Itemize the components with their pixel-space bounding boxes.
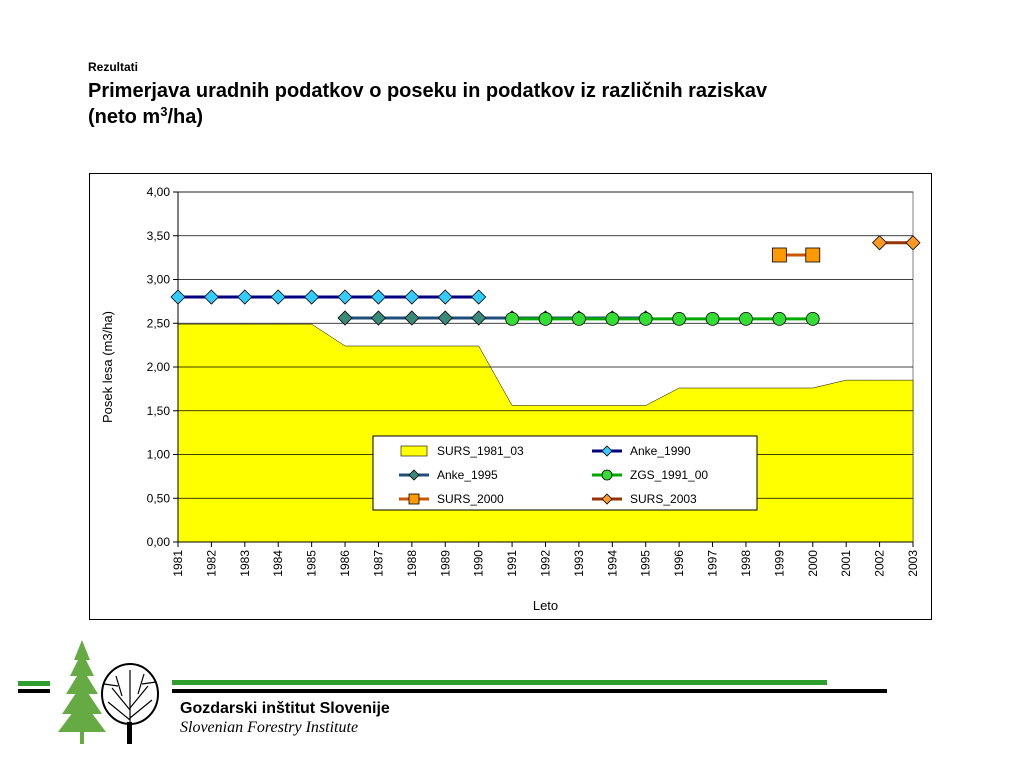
section-kicker: Rezultati — [88, 60, 139, 74]
x-tick-label: 1999 — [772, 550, 786, 577]
x-tick-label: 1981 — [171, 550, 185, 577]
x-tick-label: 1997 — [706, 550, 720, 577]
data-point-ZGS_1991_00 — [505, 311, 519, 326]
data-point-Anke_1990 — [170, 289, 186, 305]
data-point-ZGS_1991_00 — [772, 311, 787, 326]
data-point-ZGS_1991_00 — [605, 311, 620, 326]
legend-label-SURS_1981_03: SURS_1981_03 — [437, 444, 524, 458]
data-point-SURS_2000 — [805, 247, 821, 263]
data-point-Anke_1990 — [337, 289, 353, 305]
footer-black-line — [172, 689, 887, 693]
x-tick-label: 2002 — [873, 550, 887, 577]
x-tick-label: 2003 — [906, 550, 920, 577]
x-tick-label: 1994 — [605, 550, 619, 577]
x-tick-label: 1982 — [204, 550, 218, 577]
x-tick-label: 1998 — [739, 550, 753, 577]
data-point-ZGS_1991_00 — [638, 311, 653, 326]
footer-green-line — [18, 681, 50, 686]
x-tick-label: 2001 — [839, 550, 853, 577]
footer-graphic — [18, 640, 887, 744]
data-point-Anke_1990 — [370, 289, 387, 305]
legend-label-SURS_2003: SURS_2003 — [630, 492, 697, 506]
y-tick-label: 3,50 — [147, 229, 171, 243]
legend-label-ZGS_1991_00: ZGS_1991_00 — [630, 468, 708, 482]
legend-label-Anke_1995: Anke_1995 — [437, 468, 498, 482]
footer-green-line — [172, 680, 827, 685]
legend-marker-SURS_2000 — [408, 493, 420, 505]
x-tick-label: 1991 — [505, 550, 519, 577]
legend-swatch-SURS_1981_03 — [400, 445, 428, 457]
legend-marker-Anke_1990 — [601, 445, 613, 457]
x-tick-label: 1983 — [238, 550, 252, 577]
y-tick-label: 1,00 — [147, 448, 171, 462]
x-tick-label: 1986 — [338, 550, 352, 577]
legend-marker-ZGS_1991_00 — [601, 469, 613, 481]
data-point-ZGS_1991_00 — [538, 311, 553, 326]
y-tick-label: 1,50 — [147, 404, 171, 418]
y-tick-label: 3,00 — [147, 273, 171, 287]
data-point-ZGS_1991_00 — [705, 311, 720, 326]
trees-logo-icon — [58, 640, 159, 744]
data-point-ZGS_1991_00 — [672, 311, 687, 326]
data-point-Anke_1990 — [404, 289, 420, 305]
legend-label-SURS_2000: SURS_2000 — [437, 492, 504, 506]
data-point-Anke_1995 — [471, 310, 487, 326]
data-point-Anke_1995 — [437, 310, 453, 326]
legend-label-Anke_1990: Anke_1990 — [630, 444, 691, 458]
chart-frame: 0,00 0,50 1,00 1,50 2,00 2,50 3,00 3,50 4,00 1981… — [89, 173, 932, 620]
x-tick-label: 1987 — [371, 550, 385, 577]
x-tick-label: 1988 — [405, 550, 419, 577]
data-point-ZGS_1991_00 — [572, 311, 586, 326]
data-point-SURS_2000 — [771, 247, 787, 263]
x-tick-label: 1984 — [271, 550, 285, 577]
data-point-Anke_1990 — [304, 289, 320, 305]
x-tick-label: 1985 — [305, 550, 319, 577]
footer-black-line — [18, 689, 50, 693]
institute-name-en: Slovenian Forestry Institute — [180, 719, 359, 736]
data-point-ZGS_1991_00 — [805, 311, 820, 326]
data-point-Anke_1990 — [203, 289, 219, 305]
title-line-2-pre: (neto m — [88, 106, 161, 128]
x-tick-label: 1996 — [672, 550, 686, 577]
data-point-Anke_1995 — [404, 310, 420, 326]
line-area-chart: 0,00 0,50 1,00 1,50 2,00 2,50 3,00 3,50 4,00 1981… — [100, 185, 921, 613]
x-tick-label: 1995 — [639, 550, 653, 577]
x-tick-label: 2000 — [806, 550, 820, 577]
data-point-Anke_1995 — [337, 310, 353, 326]
y-axis-title: Posek lesa (m3/ha) — [100, 311, 115, 423]
x-tick-label: 1993 — [572, 550, 586, 577]
data-point-Anke_1990 — [270, 289, 286, 305]
y-tick-label: 0,50 — [147, 491, 171, 505]
y-tick-label: 0,00 — [147, 535, 171, 549]
footer-text: Gozdarski inštitut Slovenije Slovenian F… — [180, 700, 390, 737]
title-line-2: (neto m3/ha) — [88, 104, 948, 130]
title-line-2-post: /ha) — [167, 106, 204, 128]
legend: SURS_1981_03 Anke_1990 Anke_1995 ZGS_1991_0… — [372, 435, 758, 511]
title-superscript: 3 — [160, 104, 168, 119]
data-point-SURS_2003 — [905, 235, 921, 251]
slide-title: Primerjava uradnih podatkov o poseku in … — [88, 78, 948, 130]
y-tick-label: 2,00 — [147, 360, 171, 374]
data-point-Anke_1990 — [471, 289, 487, 305]
data-point-SURS_2003 — [872, 235, 888, 251]
title-line-1: Primerjava uradnih podatkov o poseku in … — [88, 80, 768, 102]
x-tick-label: 1992 — [539, 550, 553, 577]
y-tick-label: 2,50 — [147, 316, 171, 330]
x-tick-label: 1989 — [438, 550, 452, 577]
legend-marker-SURS_2003 — [601, 493, 613, 505]
y-tick-label: 4,00 — [147, 185, 171, 199]
data-point-Anke_1995 — [370, 310, 387, 326]
x-tick-label: 1990 — [472, 550, 486, 577]
data-point-Anke_1990 — [437, 289, 453, 305]
institute-name-sl: Gozdarski inštitut Slovenije — [180, 700, 390, 717]
legend-marker-Anke_1995 — [408, 469, 420, 481]
x-axis-title: Leto — [533, 598, 558, 613]
data-point-ZGS_1991_00 — [739, 311, 753, 326]
data-point-Anke_1990 — [237, 289, 253, 305]
legend-box — [372, 435, 758, 511]
